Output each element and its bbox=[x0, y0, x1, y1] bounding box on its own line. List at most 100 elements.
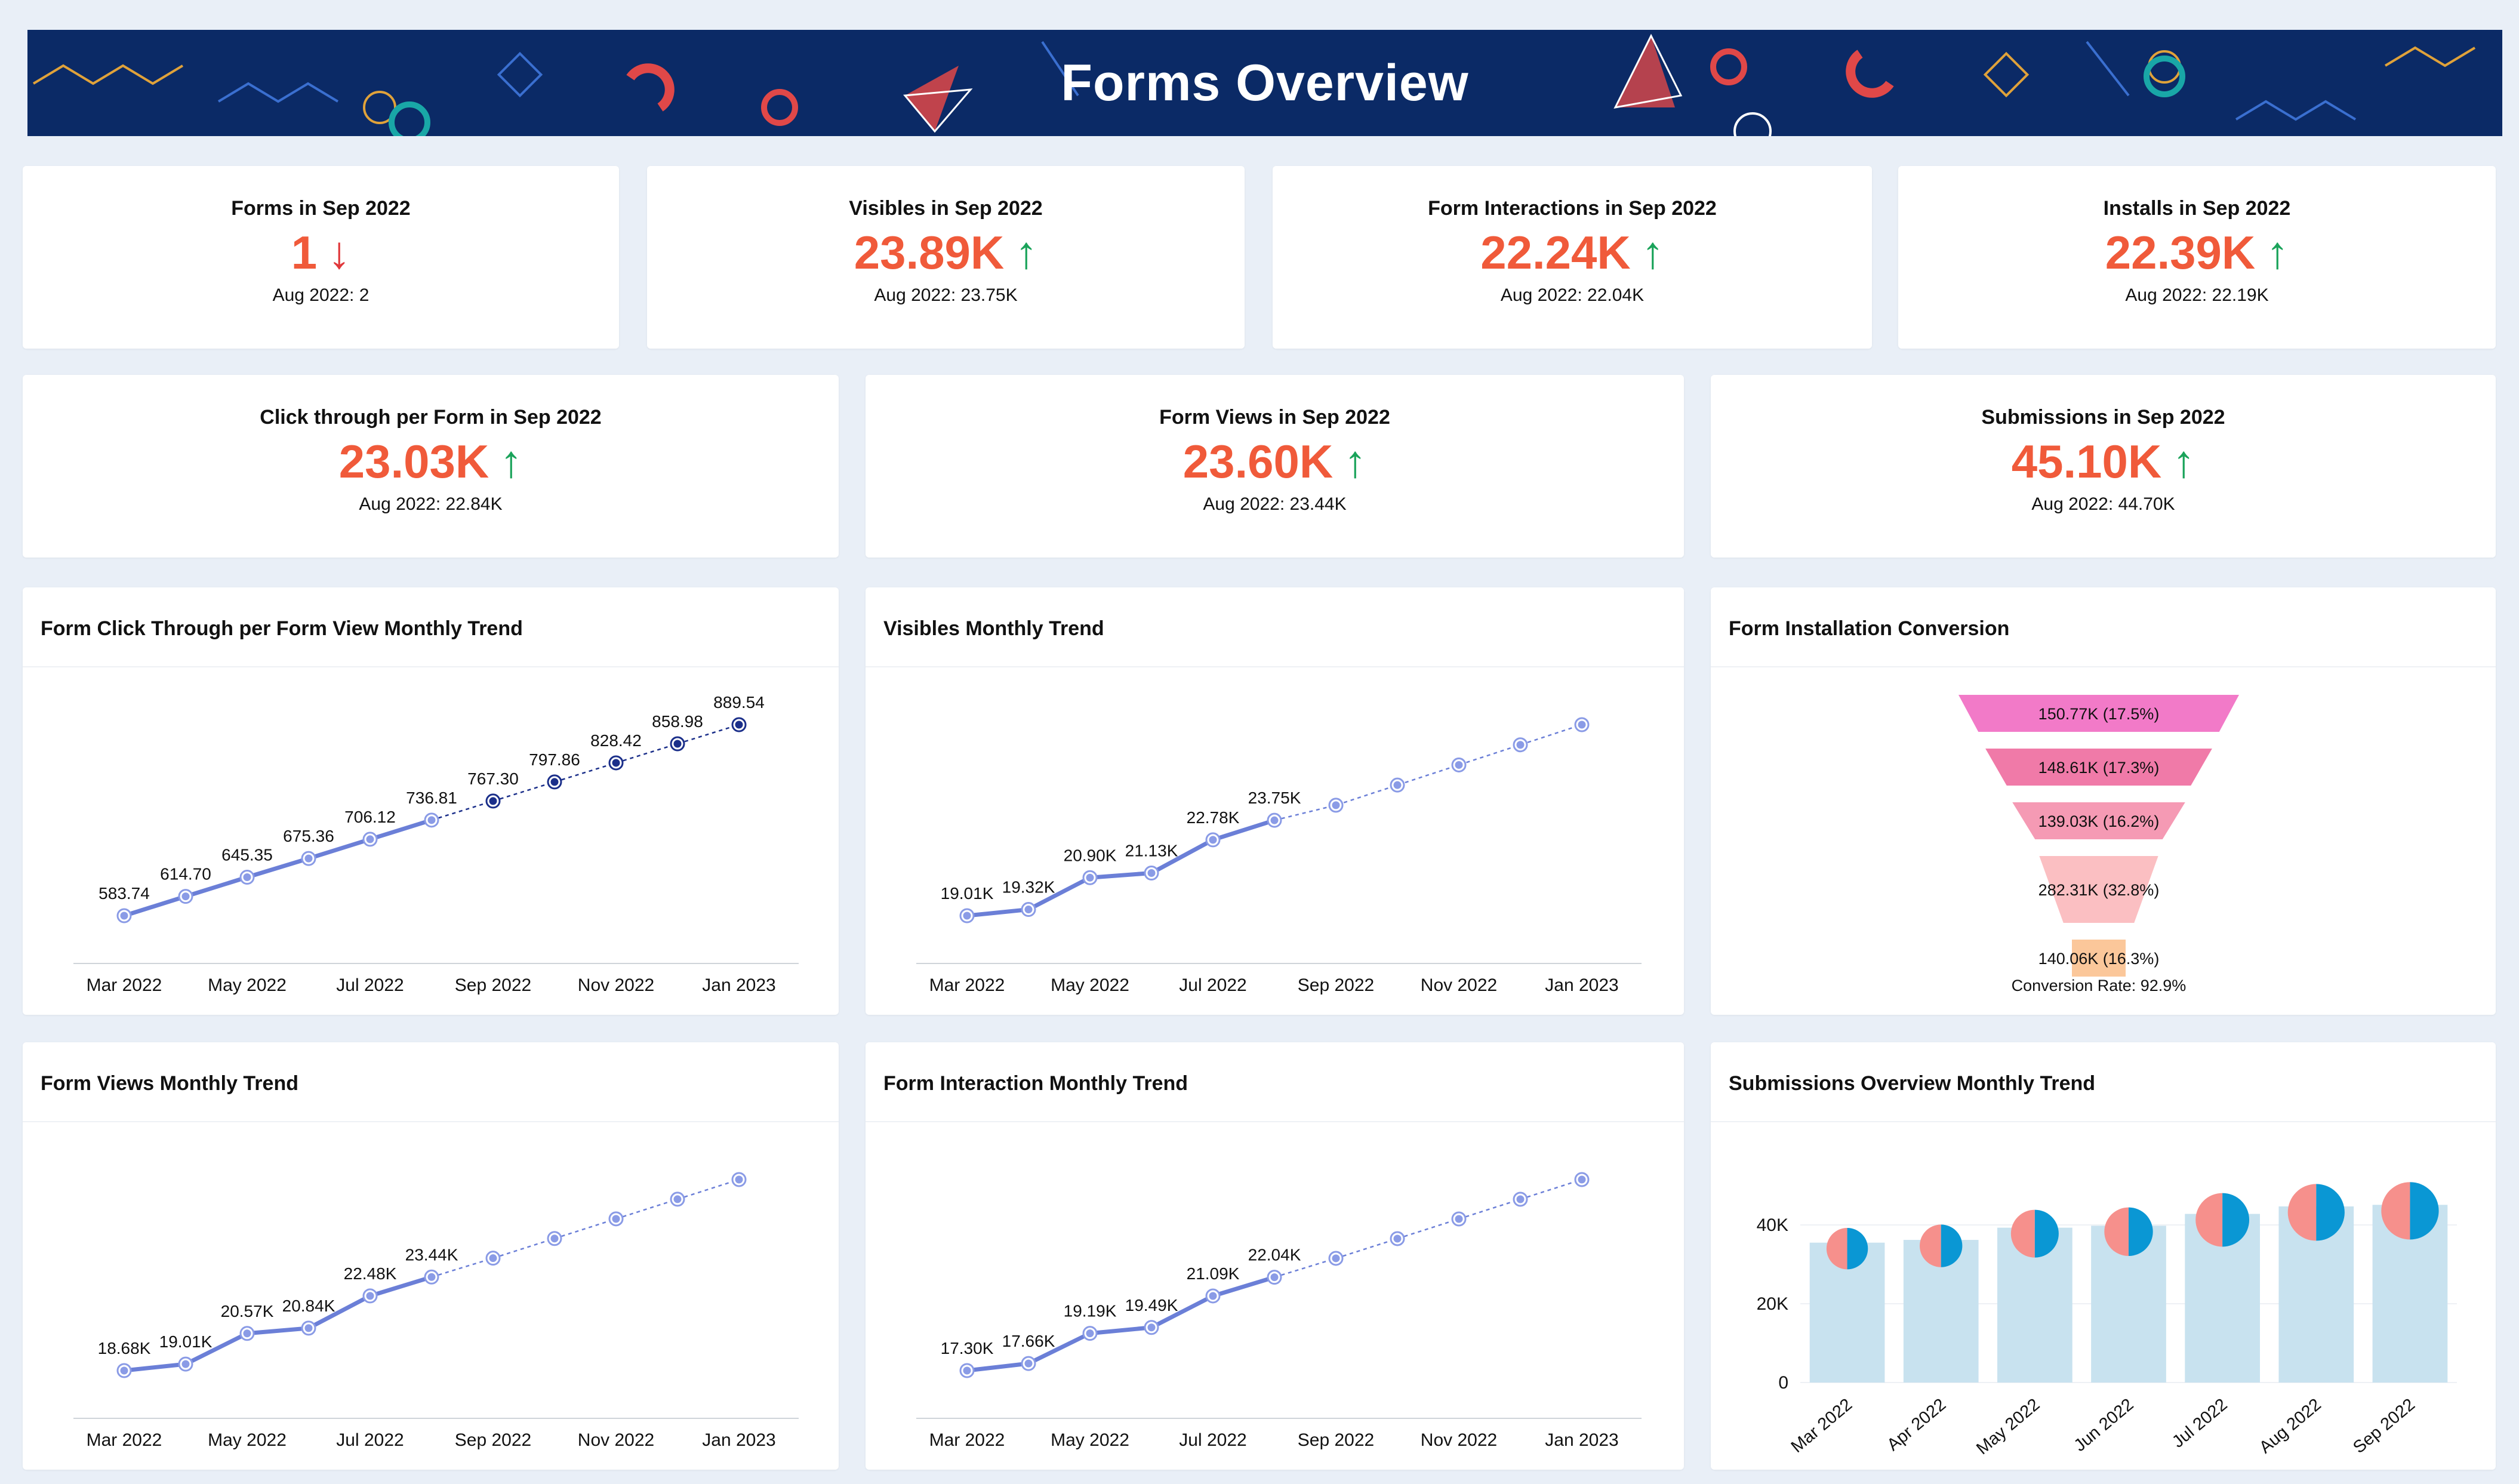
data-point-core bbox=[120, 912, 128, 920]
x-tick-label: Jul 2022 bbox=[336, 1430, 404, 1450]
page-title: Forms Overview bbox=[1061, 54, 1469, 112]
chart-title: Form Installation Conversion bbox=[1729, 617, 2010, 640]
data-label: 17.30K bbox=[941, 1339, 994, 1357]
kpi-card-forms: Forms in Sep 2022 1 ↓ Aug 2022: 2 bbox=[23, 166, 619, 349]
y-tick-label: 20K bbox=[1757, 1294, 1788, 1314]
data-label: 21.13K bbox=[1125, 842, 1178, 860]
kpi-previous: Aug 2022: 22.84K bbox=[359, 494, 503, 514]
x-tick-label: May 2022 bbox=[208, 1430, 287, 1450]
data-point-core bbox=[1455, 1215, 1463, 1223]
series-line-actual bbox=[966, 818, 1276, 918]
data-point-core bbox=[427, 1273, 436, 1281]
x-tick-label: Sep 2022 bbox=[2349, 1395, 2419, 1457]
x-tick-label: May 2022 bbox=[1051, 1430, 1129, 1450]
data-label: 19.19K bbox=[1064, 1302, 1117, 1320]
pie-slice bbox=[2034, 1209, 2059, 1258]
x-tick-label: Mar 2022 bbox=[87, 1430, 162, 1450]
x-tick-label: Nov 2022 bbox=[578, 975, 654, 995]
data-label: 19.32K bbox=[1002, 878, 1055, 897]
form-views-line-chart: 18.68K 19.01K 20.57K 20.84K 22.48K 23.44K Mar … bbox=[73, 1172, 799, 1450]
chart-card-interaction: Form Interaction Monthly Trend 17.30K 17.… bbox=[866, 1042, 1684, 1470]
data-point-core bbox=[304, 854, 313, 863]
x-tick-label: Nov 2022 bbox=[1421, 975, 1497, 995]
data-point-core bbox=[612, 1215, 620, 1223]
data-label: 17.66K bbox=[1002, 1332, 1055, 1350]
data-point-core bbox=[1516, 741, 1525, 749]
kpi-previous: Aug 2022: 22.04K bbox=[1500, 285, 1645, 305]
chart-card-submissions: Submissions Overview Monthly Trend 0 20K 4… bbox=[1711, 1042, 2496, 1470]
x-tick-label: May 2022 bbox=[1973, 1395, 2043, 1458]
pie-slice bbox=[1941, 1224, 1963, 1267]
data-label: 828.42 bbox=[590, 731, 642, 750]
kpi-value: 23.89K bbox=[854, 226, 1005, 279]
divider bbox=[1711, 1121, 2496, 1122]
data-point-core bbox=[1332, 801, 1340, 809]
x-tick-label: Jul 2022 bbox=[1179, 975, 1246, 995]
kpi-value-row: 45.10K ↑ bbox=[1711, 435, 2496, 489]
pie-slice bbox=[2287, 1184, 2317, 1241]
pie-slice bbox=[2222, 1193, 2250, 1247]
x-tick-label: Jan 2023 bbox=[1545, 1430, 1618, 1450]
data-label: 797.86 bbox=[529, 750, 580, 769]
pie-slice bbox=[2104, 1207, 2129, 1257]
data-point-core bbox=[1086, 873, 1094, 882]
kpi-value-row: 22.24K ↑ bbox=[1273, 226, 1872, 280]
data-point-core bbox=[1024, 906, 1033, 914]
data-point-core bbox=[550, 1234, 559, 1243]
interaction-line-chart: 17.30K 17.66K 19.19K 19.49K 21.09K 22.04K Mar … bbox=[916, 1172, 1642, 1450]
chart-card-visibles: Visibles Monthly Trend 19.01K 19.32K 20.90… bbox=[866, 587, 1684, 1015]
data-label: 645.35 bbox=[221, 846, 273, 864]
data-point-core bbox=[1578, 721, 1586, 729]
kpi-title: Form Views in Sep 2022 bbox=[1159, 406, 1390, 429]
x-tick-label: Sep 2022 bbox=[1298, 1430, 1374, 1450]
divider bbox=[23, 1121, 839, 1122]
visibles-line-chart: 19.01K 19.32K 20.90K 21.13K 22.78K 23.75K Mar … bbox=[916, 717, 1642, 995]
kpi-value-row: 23.60K ↑ bbox=[866, 435, 1684, 489]
pie-slice bbox=[2195, 1193, 2223, 1247]
x-tick-label: Sep 2022 bbox=[455, 975, 531, 995]
kpi-value: 23.60K bbox=[1182, 435, 1334, 488]
data-label: 736.81 bbox=[406, 789, 457, 807]
data-point-core bbox=[489, 797, 497, 805]
data-label: 706.12 bbox=[344, 808, 396, 826]
funnel-stage bbox=[2012, 802, 2185, 839]
chart-card-funnel: Form Installation Conversion 150.77K (17… bbox=[1711, 587, 2496, 1015]
x-tick-label: Jul 2022 bbox=[2169, 1395, 2231, 1452]
kpi-value: 1 bbox=[291, 226, 318, 279]
data-label: 21.09K bbox=[1187, 1264, 1240, 1283]
arrow-up-icon: ↑ bbox=[1015, 227, 1038, 278]
data-label: 19.01K bbox=[159, 1332, 213, 1351]
funnel-stage bbox=[2072, 940, 2126, 977]
kpi-previous: Aug 2022: 23.75K bbox=[874, 285, 1018, 305]
data-point-core bbox=[550, 778, 559, 786]
data-point-core bbox=[181, 892, 190, 901]
arrow-up-icon: ↑ bbox=[500, 436, 523, 487]
data-point-core bbox=[243, 1329, 251, 1338]
kpi-card-click-through: Click through per Form in Sep 2022 23.03… bbox=[23, 375, 839, 558]
funnel-stage-label: 148.61K (17.3%) bbox=[2038, 759, 2160, 777]
click-through-line-chart: 583.74 614.70 645.35 675.36 706.12 736.81 767.… bbox=[73, 693, 799, 995]
x-tick-label: Mar 2022 bbox=[929, 975, 1005, 995]
installation-funnel-chart: 150.77K (17.5%) 148.61K (17.3%) 139.03K (1… bbox=[1958, 695, 2239, 995]
kpi-card-installs: Installs in Sep 2022 22.39K ↑ Aug 2022: 2… bbox=[1898, 166, 2496, 349]
banner-decoration bbox=[32, 33, 2476, 136]
kpi-card-visibles: Visibles in Sep 2022 23.89K ↑ Aug 2022: 2… bbox=[647, 166, 1245, 349]
divider bbox=[866, 1121, 1684, 1122]
chart-title: Form Views Monthly Trend bbox=[41, 1072, 298, 1095]
x-tick-label: May 2022 bbox=[208, 975, 287, 995]
arrow-up-icon: ↑ bbox=[1344, 436, 1367, 487]
data-point-core bbox=[1270, 1273, 1279, 1282]
data-point-core bbox=[1455, 761, 1463, 769]
funnel-stage-label: 139.03K (16.2%) bbox=[2038, 812, 2160, 830]
data-label: 614.70 bbox=[160, 865, 211, 883]
header-banner: Forms Overview bbox=[27, 30, 2502, 136]
data-label: 20.57K bbox=[221, 1302, 274, 1320]
pie-slice bbox=[2010, 1209, 2035, 1258]
data-point-core bbox=[1393, 1234, 1402, 1243]
x-tick-label: Sep 2022 bbox=[455, 1430, 531, 1450]
data-point-core bbox=[1147, 1323, 1156, 1332]
data-point-core bbox=[366, 835, 374, 843]
data-point-core bbox=[1516, 1195, 1525, 1203]
divider bbox=[23, 666, 839, 667]
conversion-rate-label: Conversion Rate: 92.9% bbox=[2012, 977, 2187, 995]
